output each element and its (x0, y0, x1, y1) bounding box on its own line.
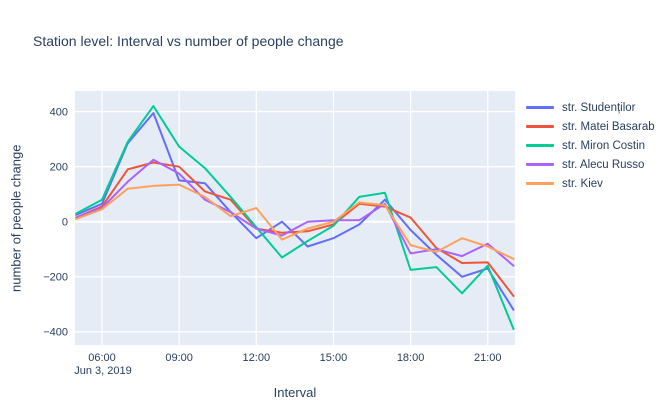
legend-item-str-matei-basarab[interactable]: str. Matei Basarab (526, 117, 655, 136)
legend-line-swatch (526, 163, 554, 166)
chart-title: Station level: Interval vs number of peo… (33, 33, 344, 49)
x-axis-title: Interval (273, 385, 317, 400)
legend: str. Studenților str. Matei Basarab str. M… (526, 98, 655, 193)
plot-area[interactable] (75, 91, 515, 345)
x-tick-label: 18:00 (397, 352, 425, 364)
x-tick-label: 09:00 (165, 352, 193, 364)
x-tick-label: 06:00 (88, 352, 116, 364)
x-tick-label: 15:00 (320, 352, 348, 364)
legend-item-str-miron-costin[interactable]: str. Miron Costin (526, 136, 655, 155)
x-tick-label: 21:00 (474, 352, 502, 364)
legend-item-str-studen-ilor[interactable]: str. Studenților (526, 98, 655, 117)
y-tick-label: 0 (62, 217, 68, 229)
y-tick-label: 200 (50, 161, 68, 173)
legend-label: str. Alecu Russo (562, 158, 645, 171)
y-tick-label: 400 (50, 106, 68, 118)
legend-line-swatch (526, 106, 554, 109)
legend-item-str-alecu-russo[interactable]: str. Alecu Russo (526, 155, 655, 174)
legend-item-str-kiev[interactable]: str. Kiev (526, 174, 655, 193)
x-axis-date-label: Jun 3, 2019 (74, 365, 132, 377)
x-tick-label: 12:00 (243, 352, 271, 364)
legend-line-swatch (526, 182, 554, 185)
y-tick-label: −200 (43, 272, 68, 284)
legend-line-swatch (526, 144, 554, 147)
series-line-str-kiev[interactable] (75, 183, 515, 260)
legend-label: str. Studenților (562, 101, 636, 114)
legend-label: str. Matei Basarab (562, 120, 655, 133)
legend-label: str. Kiev (562, 177, 603, 190)
y-tick-label: −400 (43, 327, 68, 339)
legend-line-swatch (526, 125, 554, 128)
legend-label: str. Miron Costin (562, 139, 646, 152)
series-line-str-miron-costin[interactable] (75, 105, 515, 330)
